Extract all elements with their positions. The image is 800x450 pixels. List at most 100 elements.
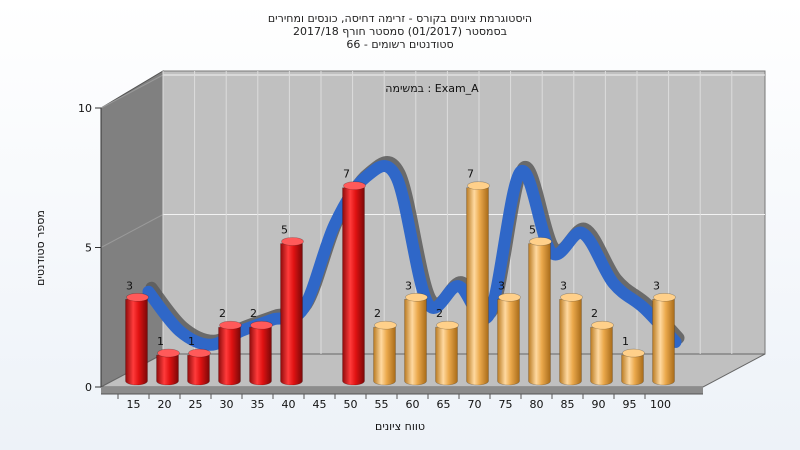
x-tick-label: 90	[592, 398, 606, 411]
x-tick-label: 95	[623, 398, 637, 411]
bar-value-label: 2	[591, 307, 598, 320]
bar-value-label: 3	[405, 279, 412, 292]
task-label: במשימה : Exam_A	[385, 82, 479, 95]
bar-top	[622, 348, 645, 358]
bar-top	[560, 292, 583, 302]
bar-body	[280, 243, 303, 386]
bar-top	[374, 320, 397, 330]
bar-top	[436, 320, 459, 330]
bar-x-30: 2	[218, 307, 242, 386]
y-axis-label: מספר סטודנטים	[34, 210, 47, 286]
bar-top	[591, 320, 614, 330]
x-axis-label: טווח ציונים	[375, 420, 425, 433]
normal-curve-ribbon	[142, 156, 685, 351]
bar-value-label: 2	[250, 307, 257, 320]
bar-value-label: 7	[343, 168, 350, 181]
bar-top	[219, 320, 242, 330]
floor-edge	[101, 387, 703, 394]
x-tick-label: 75	[499, 398, 513, 411]
bar-value-label: 5	[529, 224, 536, 237]
bar-x-100: 3	[652, 279, 676, 386]
bar-value-label: 3	[653, 279, 660, 292]
x-tick-label: 80	[530, 398, 544, 411]
bar-x-50: 7	[342, 168, 366, 386]
x-tick-label: 20	[158, 398, 172, 411]
bar-x-60: 3	[404, 279, 428, 386]
bar-x-25: 1	[187, 335, 211, 386]
x-tick-label: 50	[344, 398, 358, 411]
y-tick-label: 0	[85, 381, 92, 394]
bar-x-90: 2	[590, 307, 614, 386]
x-tick-label: 25	[189, 398, 203, 411]
bar-value-label: 1	[188, 335, 195, 348]
grid-line-left-10	[100, 74, 164, 109]
bar-value-label: 1	[157, 335, 164, 348]
bar-value-label: 2	[436, 307, 443, 320]
bar-x-35: 2	[249, 307, 273, 386]
bar-body	[590, 326, 613, 386]
x-tick-label: 65	[437, 398, 451, 411]
bar-top	[250, 320, 273, 330]
bar-top	[405, 292, 428, 302]
chart-title-line-2: בסמסטר (01/2017) סמסטר חורף 2017/18	[293, 25, 507, 38]
x-tick-label: 15	[127, 398, 141, 411]
bar-body	[187, 354, 210, 386]
bar-top	[653, 292, 676, 302]
bar-body	[435, 326, 458, 386]
bar-value-label: 3	[560, 279, 567, 292]
bar-top	[126, 292, 149, 302]
bar-x-15: 3	[125, 279, 149, 386]
bar-body	[156, 354, 179, 386]
bar-value-label: 2	[219, 307, 226, 320]
bar-body	[497, 299, 520, 386]
bar-value-label: 5	[281, 224, 288, 237]
bar-x-55: 2	[373, 307, 397, 386]
chart-title-line-3: סטודנטים רשומים - 66	[346, 38, 453, 51]
bar-body	[559, 299, 582, 386]
x-tick-label: 85	[561, 398, 575, 411]
bar-x-85: 3	[559, 279, 583, 386]
bar-body	[249, 326, 272, 386]
y-axis: 0 5 10	[78, 102, 102, 394]
x-tick-label: 35	[251, 398, 265, 411]
x-axis: 15 20 25 30 35 40 45 50 55 60 65 70 75 80 85 90 95 100	[101, 393, 703, 411]
bar-value-label: 1	[622, 335, 629, 348]
bar-top	[281, 237, 304, 246]
bars: 3 1 1 2 2 5 7 2 3 2 7 3 5 3 2 1 3	[125, 168, 676, 386]
bar-top	[498, 292, 521, 302]
bar-body	[466, 187, 489, 386]
bar-body	[218, 326, 241, 386]
grid-line-left-5	[100, 214, 164, 248]
bar-x-70: 7	[466, 168, 490, 386]
bar-top	[529, 237, 552, 246]
bar-body	[652, 299, 675, 386]
x-tick-label: 100	[650, 398, 671, 411]
bar-body	[373, 326, 396, 386]
curve-line	[142, 160, 682, 351]
bar-top	[188, 348, 211, 358]
bar-x-65: 2	[435, 307, 459, 386]
x-tick-label: 40	[282, 398, 296, 411]
x-tick-label: 60	[406, 398, 420, 411]
bar-x-80: 5	[528, 224, 552, 386]
bar-value-label: 3	[126, 279, 133, 292]
bar-body	[404, 299, 427, 386]
bar-value-label: 2	[374, 307, 381, 320]
x-tick-label: 55	[375, 398, 389, 411]
x-tick-label: 30	[220, 398, 234, 411]
bar-x-20: 1	[156, 335, 180, 386]
bar-x-95: 1	[621, 335, 645, 386]
bar-body	[342, 187, 365, 386]
chart-title-line-1: היסטוגרמת ציונים בקורס - זרימה דחיסה, כו…	[268, 12, 532, 25]
bar-x-40: 5	[280, 224, 304, 386]
x-tick-label: 45	[313, 398, 327, 411]
bar-body	[125, 299, 148, 386]
bar-x-75: 3	[497, 279, 521, 386]
y-tick-label: 5	[85, 242, 92, 255]
bar-top	[157, 348, 180, 358]
x-tick-label: 70	[468, 398, 482, 411]
y-tick-label: 10	[78, 102, 92, 115]
bar-value-label: 3	[498, 279, 505, 292]
